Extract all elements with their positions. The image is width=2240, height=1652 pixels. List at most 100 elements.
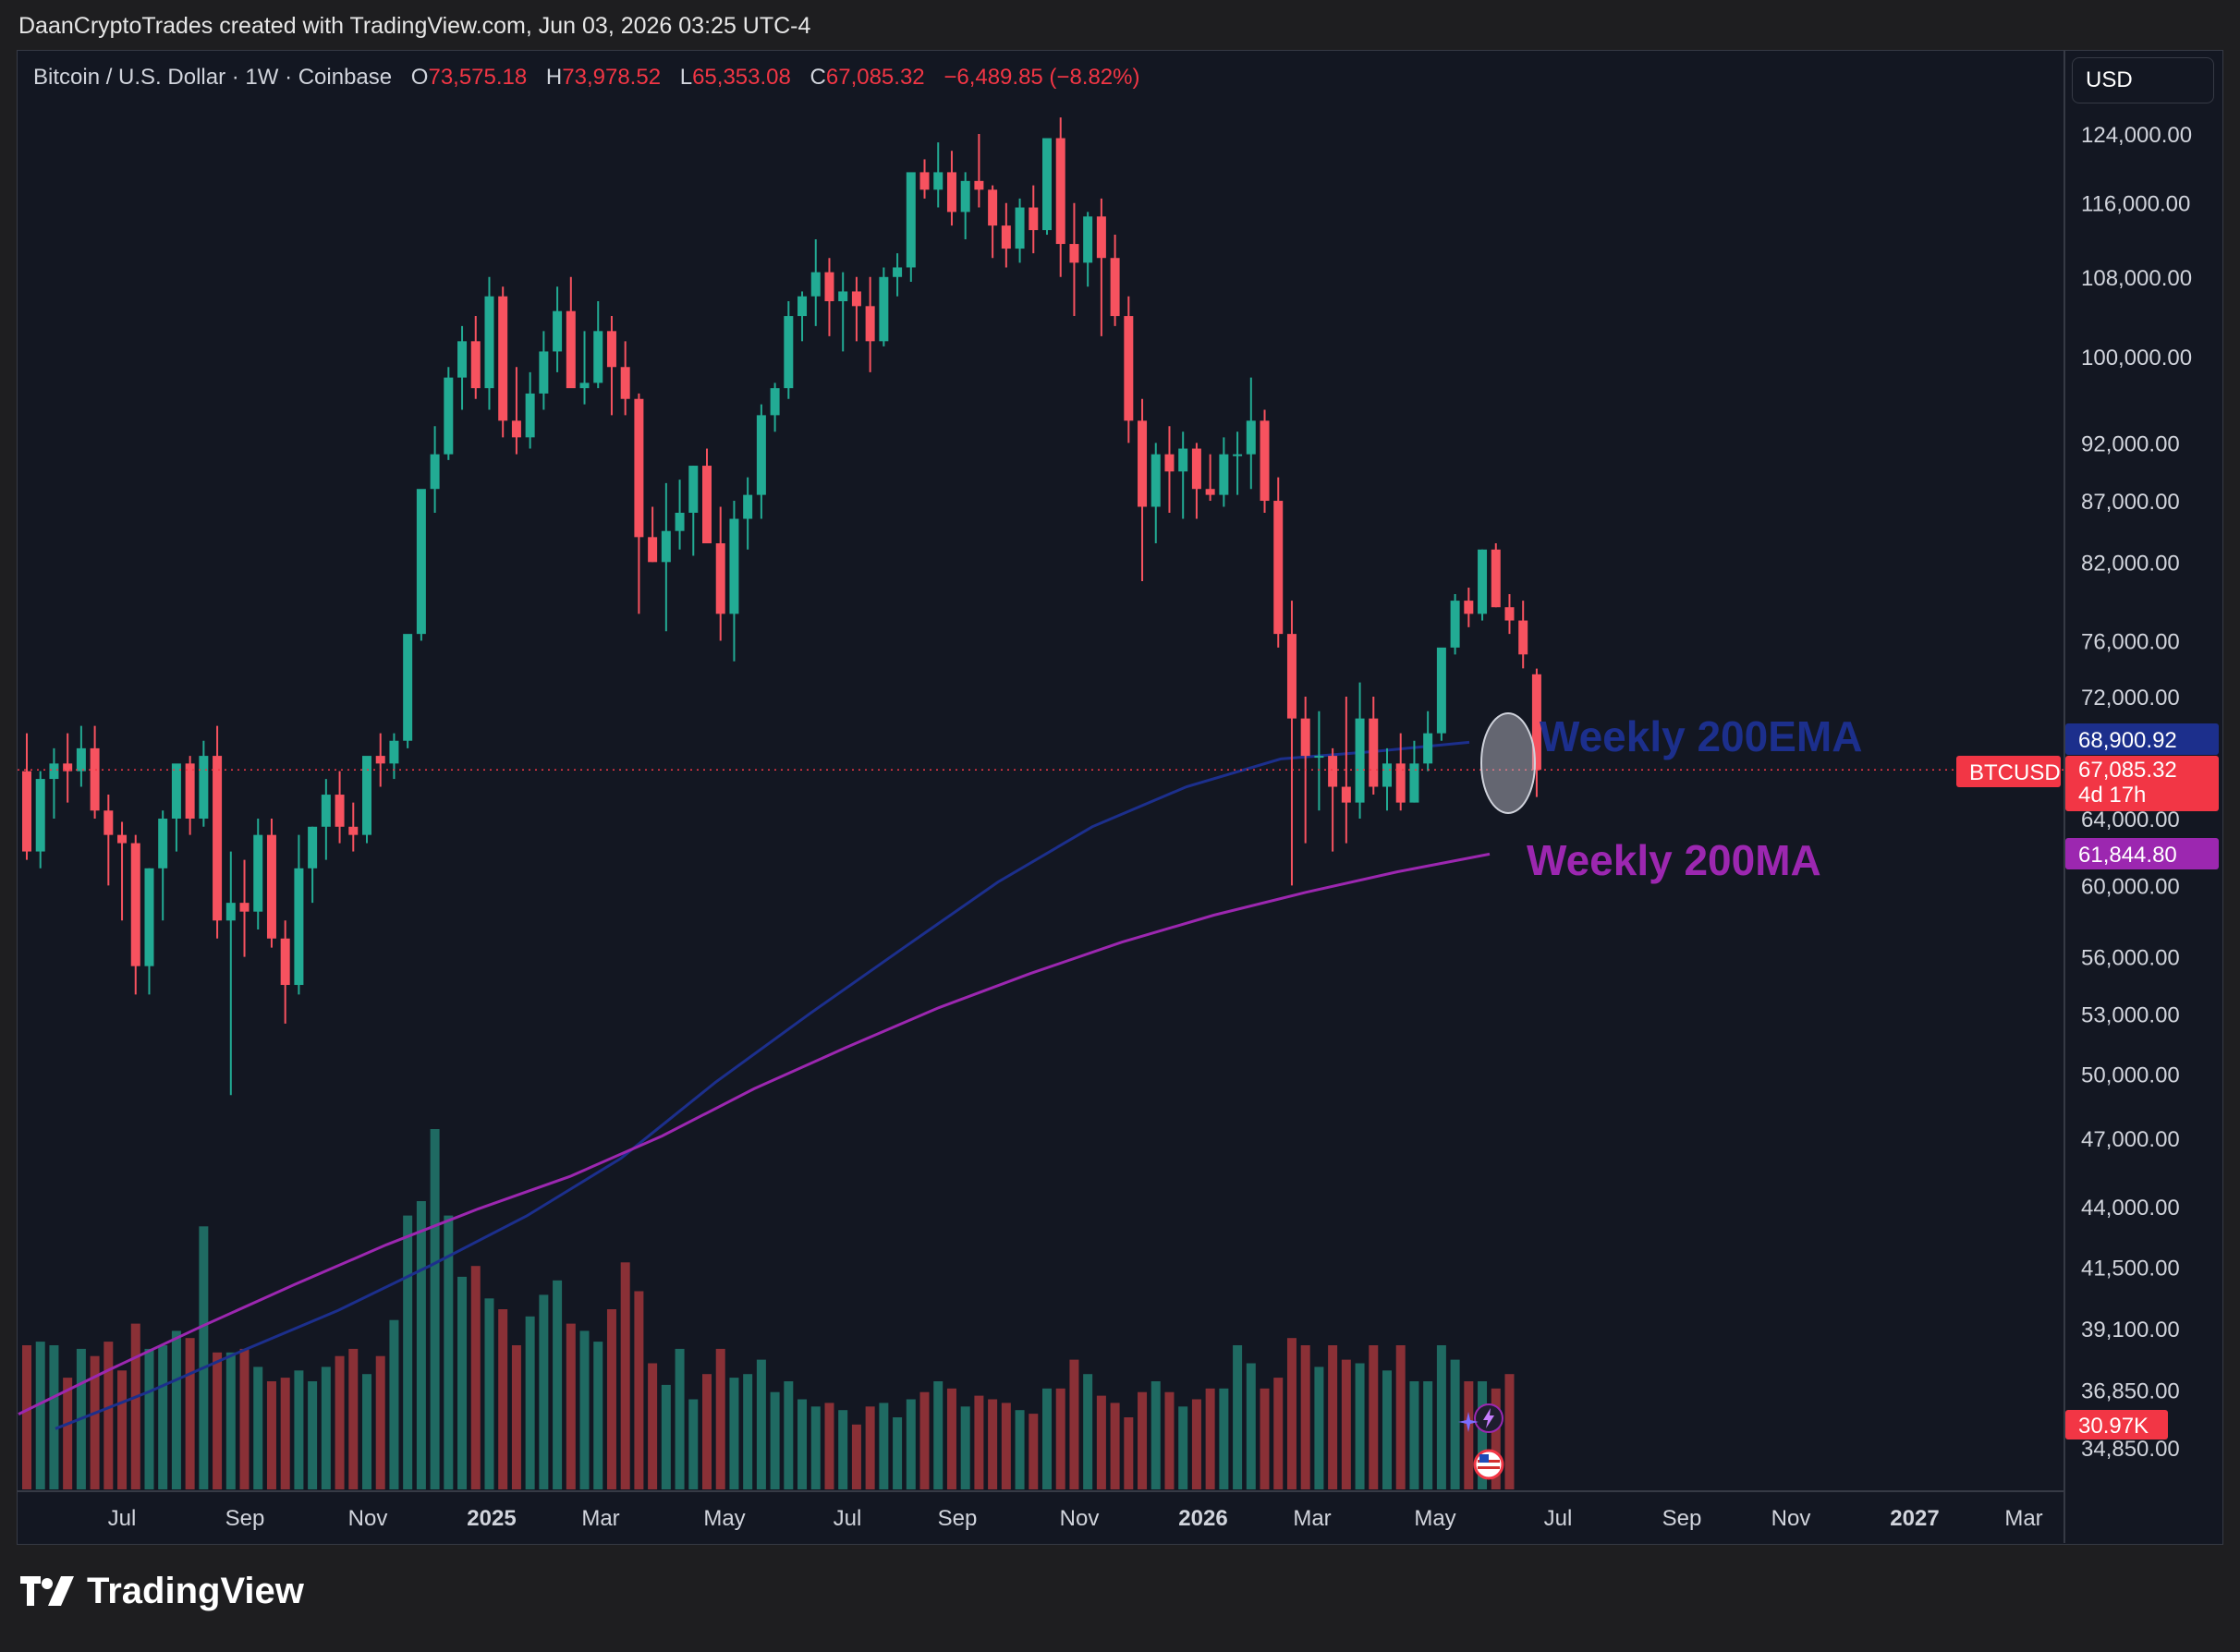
candle-body bbox=[1069, 244, 1079, 263]
candle-body bbox=[199, 756, 209, 820]
y-tick-label: 36,850.00 bbox=[2081, 1379, 2180, 1403]
x-tick-label: May bbox=[1414, 1506, 1455, 1531]
volume-bar bbox=[933, 1381, 943, 1489]
candle-body bbox=[63, 763, 73, 771]
ma-price-label-box bbox=[2065, 838, 2219, 869]
x-tick-label: Nov bbox=[1771, 1506, 1811, 1531]
candle-body bbox=[1083, 216, 1093, 263]
candle-body bbox=[1055, 138, 1065, 245]
x-tick-label: Jul bbox=[1544, 1506, 1573, 1531]
candle-body bbox=[403, 634, 413, 741]
volume-bar bbox=[35, 1342, 45, 1489]
volume-bar bbox=[1015, 1410, 1025, 1489]
candle-body bbox=[280, 938, 290, 986]
y-tick-label: 87,000.00 bbox=[2081, 490, 2180, 515]
candle-body bbox=[593, 331, 603, 383]
candle-body bbox=[553, 310, 563, 352]
chart-frame[interactable] bbox=[17, 50, 2223, 1545]
close-label: C bbox=[810, 65, 826, 90]
volume-label-box bbox=[2065, 1410, 2168, 1439]
us-flag-icon[interactable] bbox=[1473, 1449, 1504, 1480]
volume-bar bbox=[879, 1403, 889, 1489]
high-value: 73,978.52 bbox=[562, 65, 662, 90]
y-tick-label: 41,500.00 bbox=[2081, 1256, 2180, 1281]
candle-body bbox=[117, 834, 128, 844]
candle-body bbox=[743, 494, 753, 519]
lightning-icon[interactable] bbox=[1473, 1403, 1504, 1434]
candle-body bbox=[389, 740, 399, 764]
candle-body bbox=[770, 388, 780, 416]
candle-body bbox=[1246, 420, 1256, 455]
ma-annotation: Weekly 200MA bbox=[1527, 836, 1821, 884]
volume-bar bbox=[1273, 1378, 1284, 1489]
candle-body bbox=[144, 868, 154, 966]
volume-bar bbox=[253, 1367, 263, 1489]
candle-body bbox=[103, 810, 114, 835]
volume-bar bbox=[171, 1330, 181, 1489]
volume-bar bbox=[1069, 1359, 1079, 1489]
volume-bar bbox=[1164, 1391, 1175, 1489]
candle-body bbox=[308, 826, 318, 869]
volume-bar bbox=[266, 1381, 276, 1489]
volume-bar bbox=[1478, 1381, 1488, 1489]
volume-bar bbox=[702, 1374, 712, 1489]
volume-bar bbox=[1286, 1338, 1297, 1489]
volume-bar bbox=[49, 1345, 59, 1489]
candle-body bbox=[158, 819, 168, 869]
candle-body bbox=[1341, 786, 1351, 803]
volume-bar bbox=[403, 1215, 413, 1489]
volume-bar bbox=[22, 1345, 31, 1489]
symbol-tag: BTCUSD bbox=[1969, 760, 2061, 785]
candle-body bbox=[1409, 763, 1419, 803]
candle-body bbox=[1042, 138, 1052, 231]
volume-bar bbox=[810, 1406, 821, 1489]
candle-body bbox=[1300, 718, 1310, 757]
currency-button[interactable]: USD bbox=[2072, 57, 2214, 103]
y-tick-label: 50,000.00 bbox=[2081, 1063, 2180, 1088]
candle-body bbox=[1233, 454, 1243, 456]
volume-bar bbox=[470, 1266, 481, 1489]
candle-body bbox=[797, 296, 808, 317]
volume-bar bbox=[620, 1262, 630, 1489]
ema-price-label: 68,900.92 bbox=[2078, 728, 2177, 753]
candle-body bbox=[335, 795, 345, 827]
volume-bar bbox=[280, 1378, 290, 1489]
volume-bar bbox=[1436, 1345, 1446, 1489]
candle-body bbox=[1504, 607, 1515, 621]
volume-bar bbox=[416, 1201, 426, 1489]
volume-bar bbox=[430, 1129, 440, 1489]
ema-200-line bbox=[55, 740, 1470, 1430]
candle-body bbox=[253, 834, 263, 912]
volume-bar bbox=[130, 1323, 140, 1489]
volume-bar bbox=[1191, 1399, 1201, 1489]
volume-bar bbox=[1110, 1403, 1120, 1489]
x-tick-label: 2025 bbox=[467, 1506, 516, 1531]
volume-bar bbox=[1124, 1417, 1134, 1489]
volume-bar bbox=[851, 1424, 861, 1489]
ma-price-label: 61,844.80 bbox=[2078, 843, 2177, 868]
volume-bar bbox=[566, 1323, 576, 1489]
x-tick-label: Jul bbox=[108, 1506, 137, 1531]
symbol-tag-box bbox=[1956, 756, 2061, 787]
candle-body bbox=[35, 779, 45, 852]
ma-200-line bbox=[18, 852, 1491, 1415]
x-tick-label: Nov bbox=[1060, 1506, 1100, 1531]
candle-body bbox=[688, 466, 699, 513]
volume-bar bbox=[103, 1342, 114, 1489]
candle-body bbox=[511, 420, 521, 438]
volume-bar bbox=[225, 1352, 236, 1489]
volume-bar bbox=[1246, 1363, 1256, 1489]
candle-body bbox=[1450, 601, 1460, 648]
x-tick-label: Mar bbox=[581, 1506, 619, 1531]
volume-bar bbox=[1300, 1345, 1310, 1489]
tradingview-logo[interactable]: TradingView bbox=[20, 1571, 304, 1612]
y-tick-label: 64,000.00 bbox=[2081, 808, 2180, 832]
volume-bar bbox=[1450, 1359, 1460, 1489]
volume-bar bbox=[729, 1378, 739, 1489]
y-tick-label: 82,000.00 bbox=[2081, 551, 2180, 576]
volume-bar bbox=[648, 1363, 658, 1489]
countdown-label: 4d 17h bbox=[2078, 783, 2146, 808]
volume-bar bbox=[1395, 1345, 1406, 1489]
candle-body bbox=[838, 291, 848, 302]
